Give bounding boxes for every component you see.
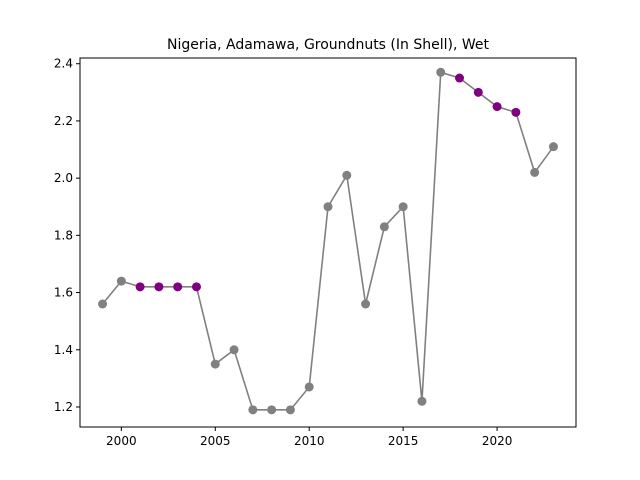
chart-title: Nigeria, Adamawa, Groundnuts (In Shell),… bbox=[167, 37, 489, 53]
y-axis-ticks: 1.2 1.4 1.6 1.8 2.0 2.2 2.4 bbox=[54, 57, 80, 414]
data-point bbox=[98, 299, 108, 309]
data-point-highlighted bbox=[154, 282, 164, 292]
data-point bbox=[398, 202, 408, 212]
data-point-highlighted bbox=[511, 107, 521, 117]
series-layer bbox=[98, 67, 558, 415]
data-point bbox=[530, 167, 540, 177]
data-point-highlighted bbox=[455, 73, 465, 83]
data-point bbox=[379, 222, 389, 232]
x-tick-label: 2010 bbox=[294, 434, 325, 448]
y-tick-label: 2.0 bbox=[54, 171, 73, 185]
data-point bbox=[342, 170, 352, 180]
data-point bbox=[323, 202, 333, 212]
data-point bbox=[304, 382, 314, 392]
x-tick-label: 2020 bbox=[482, 434, 513, 448]
y-tick-label: 2.4 bbox=[54, 57, 73, 71]
data-point bbox=[436, 67, 446, 77]
data-point-highlighted bbox=[191, 282, 201, 292]
y-tick-label: 1.8 bbox=[54, 228, 73, 242]
data-point bbox=[248, 405, 258, 415]
data-point bbox=[267, 405, 277, 415]
data-point bbox=[229, 345, 239, 355]
y-tick-label: 2.2 bbox=[54, 114, 73, 128]
x-tick-label: 2005 bbox=[200, 434, 231, 448]
x-axis-ticks: 2000 2005 2010 2015 2020 bbox=[106, 427, 512, 448]
y-tick-label: 1.4 bbox=[54, 343, 73, 357]
data-point-highlighted bbox=[135, 282, 145, 292]
y-tick-label: 1.2 bbox=[54, 400, 73, 414]
data-point bbox=[116, 276, 126, 286]
data-point bbox=[285, 405, 295, 415]
data-point-highlighted bbox=[473, 87, 483, 97]
data-point-highlighted bbox=[173, 282, 183, 292]
data-point bbox=[548, 142, 558, 152]
y-tick-label: 1.6 bbox=[54, 286, 73, 300]
plot-frame bbox=[79, 57, 577, 428]
data-point bbox=[361, 299, 371, 309]
data-point-highlighted bbox=[492, 102, 502, 112]
x-tick-label: 2000 bbox=[106, 434, 137, 448]
data-point bbox=[210, 359, 220, 369]
x-tick-label: 2015 bbox=[388, 434, 419, 448]
data-point bbox=[417, 396, 427, 406]
